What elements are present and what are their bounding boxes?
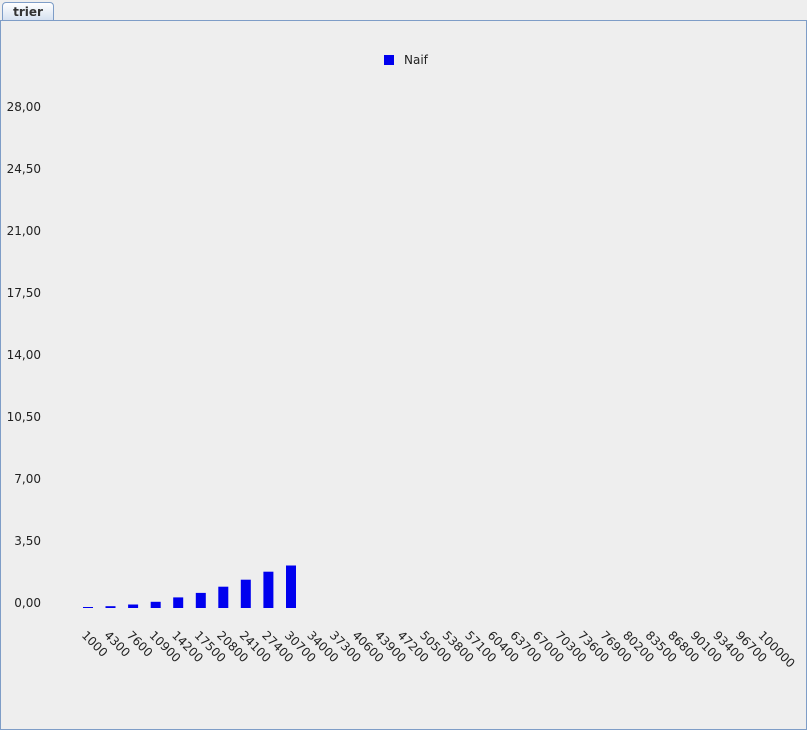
y-tick-label: 7,00 (14, 472, 41, 486)
bar (150, 601, 161, 608)
y-axis: 0,00 3,50 7,00 10,50 14,00 17,50 21,00 24,50 28,… (7, 100, 41, 610)
legend-swatch (384, 55, 394, 65)
y-tick-label: 3,50 (14, 534, 41, 548)
bar (218, 586, 229, 608)
bar (286, 565, 296, 608)
bar (128, 604, 139, 608)
y-tick-label: 17,50 (7, 286, 41, 300)
y-tick-label: 24,50 (7, 162, 41, 176)
y-tick-label: 14,00 (7, 348, 41, 362)
legend-label: Naif (404, 53, 429, 67)
y-tick-label: 0,00 (14, 596, 41, 610)
bar (105, 606, 116, 608)
bar (83, 607, 93, 608)
bars (83, 565, 296, 608)
bar (263, 571, 274, 608)
y-tick-label: 21,00 (7, 224, 41, 238)
x-axis: 1000430076001090014200175002080024100274… (79, 628, 798, 670)
legend: Naif (384, 53, 429, 67)
bar-chart: Naif 0,00 3,50 7,00 10,50 14,00 17,50 21,00 24,… (7, 53, 798, 671)
bar (173, 597, 184, 608)
chart-panel: Naif 0,00 3,50 7,00 10,50 14,00 17,50 21,00 24,… (0, 20, 807, 730)
y-tick-label: 10,50 (7, 410, 41, 424)
tab-trier[interactable]: trier (2, 2, 54, 21)
y-tick-label: 28,00 (7, 100, 41, 114)
bar (195, 592, 206, 608)
tab-label: trier (13, 5, 43, 19)
bar (240, 579, 251, 608)
